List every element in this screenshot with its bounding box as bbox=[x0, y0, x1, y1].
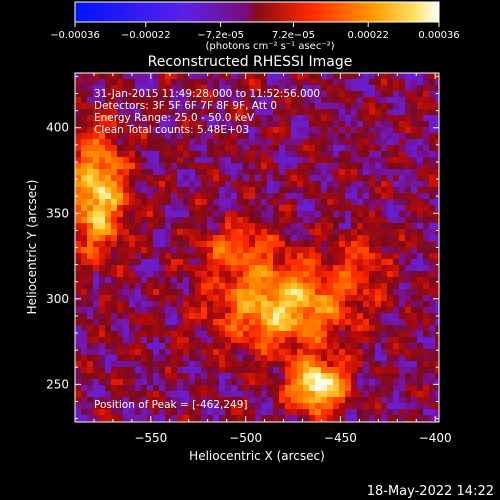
y-axis-label: Heliocentric Y (arcsec) bbox=[25, 180, 39, 315]
y-tick-label: 250 bbox=[46, 377, 69, 391]
x-tick-label: −450 bbox=[324, 431, 357, 445]
annotation-peak-position: Position of Peak = [-462,249] bbox=[94, 399, 248, 411]
y-tick-label: 400 bbox=[46, 121, 69, 135]
colorbar bbox=[74, 1, 440, 23]
colorbar-tick-label: −0.00022 bbox=[121, 30, 171, 41]
annotation-detectors: Detectors: 3F 5F 6F 7F 8F 9F, Att 0 bbox=[94, 100, 277, 112]
y-tick-label: 300 bbox=[46, 292, 69, 306]
annotation-energy-range: Energy Range: 25.0 - 50.0 keV bbox=[94, 112, 255, 124]
colorbar-unit-label: (photons cm⁻² s⁻¹ asec⁻²) bbox=[205, 41, 334, 52]
footer-date: 18-May-2022 14:22 bbox=[367, 484, 494, 499]
heatmap-image bbox=[75, 73, 439, 422]
x-tick-label: −500 bbox=[229, 431, 262, 445]
y-axis-ticks: 250 300 350 400 bbox=[46, 75, 439, 420]
colorbar-ticks: −0.00036 −0.00022 −7.2e-05 7.2e−05 0.00022 0.… bbox=[50, 22, 460, 41]
y-tick-label: 350 bbox=[46, 206, 69, 220]
x-axis-label: Heliocentric X (arcsec) bbox=[189, 449, 325, 463]
colorbar-tick-label: 7.2e−05 bbox=[272, 30, 315, 41]
annotation-clean-counts: Clean Total counts: 5.48E+03 bbox=[94, 124, 249, 136]
colorbar-tick-label: 0.00022 bbox=[348, 30, 389, 41]
x-tick-label: −550 bbox=[134, 431, 167, 445]
colorbar-tick-label: −7.2e-05 bbox=[197, 30, 244, 41]
annotation-time-range: 31-Jan-2015 11:49:28.000 to 11:52:56.000 bbox=[94, 88, 320, 100]
colorbar-tick-label: 0.00036 bbox=[418, 30, 459, 41]
x-axis-ticks: −550 −500 −450 −400 bbox=[93, 73, 452, 445]
chart-title: Reconstructed RHESSI Image bbox=[148, 54, 353, 70]
colorbar-tick-label: −0.00036 bbox=[50, 30, 100, 41]
x-tick-label: −400 bbox=[419, 431, 452, 445]
